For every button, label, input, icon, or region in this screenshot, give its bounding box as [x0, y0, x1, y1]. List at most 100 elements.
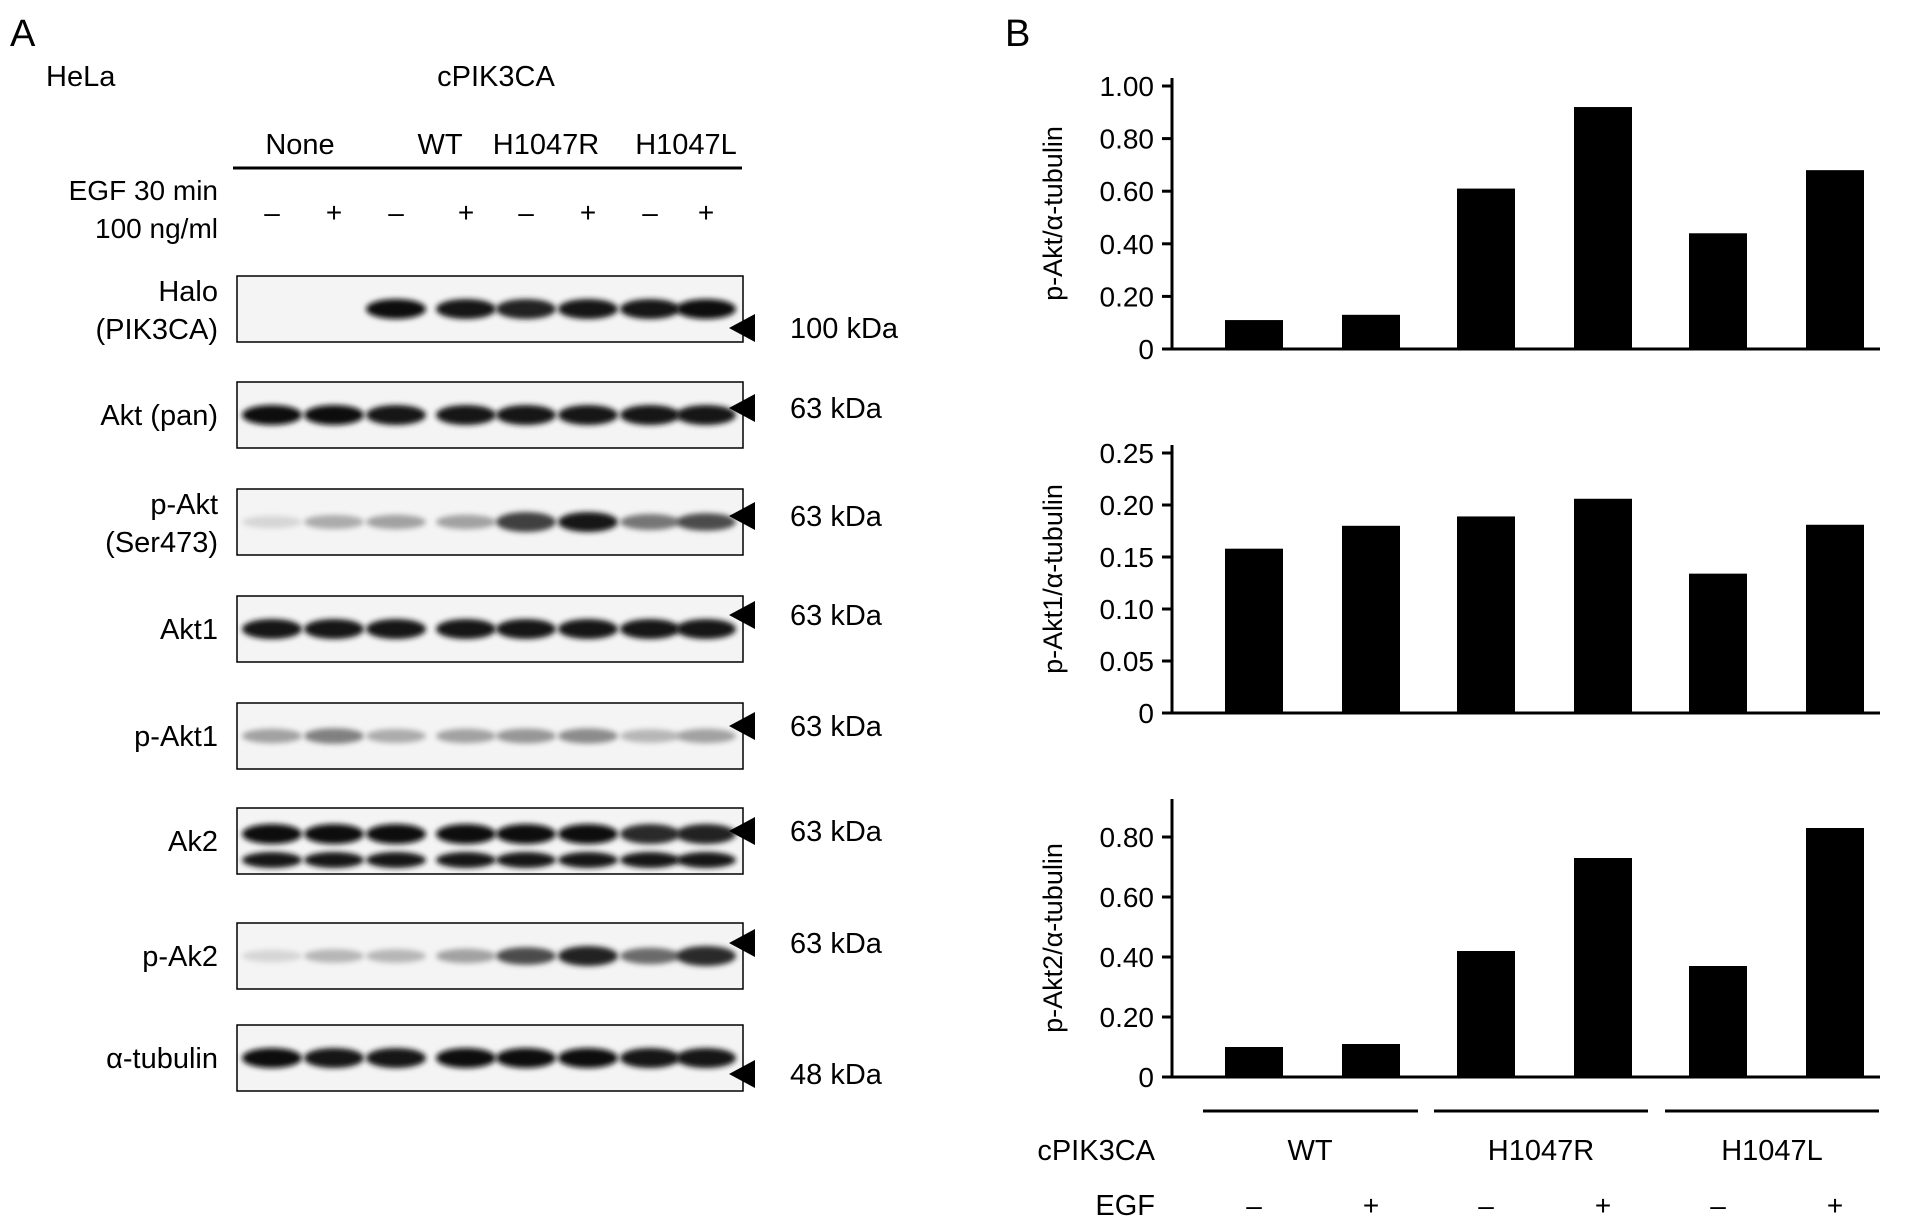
bar — [1342, 525, 1400, 713]
treatment-signs: – + – + – + – + — [264, 197, 714, 228]
blot-band — [558, 1048, 618, 1068]
blot-band — [620, 405, 680, 425]
panel-b-letter: B — [1005, 13, 1030, 55]
bar — [1574, 858, 1632, 1077]
egf-sign: – — [1246, 1190, 1262, 1221]
cell-line-label: HeLa — [46, 61, 116, 93]
bar — [1342, 314, 1400, 349]
blot-band — [304, 1048, 364, 1068]
y-axis-label: p-Akt2/α-tubulin — [1038, 843, 1068, 1033]
blot-label: (Ser473) — [105, 527, 218, 559]
bar-chart: 0 0.20 0.40 0.60 0.80 1.00 p-Akt/α-tubulin — [1038, 71, 1880, 365]
blot-band — [676, 1048, 736, 1068]
y-tick-label: 0.60 — [1100, 176, 1155, 207]
bar — [1457, 951, 1515, 1077]
blot-band — [676, 946, 736, 966]
blot-band — [676, 299, 736, 319]
blot-band — [620, 514, 680, 530]
bar — [1457, 516, 1515, 713]
blot-band — [436, 728, 496, 744]
y-tick-label: 0.20 — [1100, 490, 1155, 521]
blot-band-lower — [558, 852, 618, 868]
blot-band — [676, 824, 736, 844]
y-tick-label: 0.80 — [1100, 124, 1155, 155]
size-marker: 63 kDa — [790, 600, 883, 632]
bar — [1806, 828, 1864, 1077]
blot-band-lower — [366, 852, 426, 868]
blot-band — [242, 1048, 302, 1068]
blot-band — [620, 947, 680, 965]
treatment-sign: – — [388, 197, 404, 228]
blot-band — [620, 299, 680, 319]
size-marker: 100 kDa — [790, 313, 899, 345]
blot-label: p-Akt — [150, 489, 218, 521]
y-axis-label: p-Akt1/α-tubulin — [1038, 484, 1068, 674]
y-tick-label: 1.00 — [1100, 71, 1155, 102]
blot-band-lower — [620, 852, 680, 868]
treatment-label-line2: 100 ng/ml — [95, 213, 218, 244]
bar — [1457, 188, 1515, 349]
marker-arrow-icon — [729, 314, 755, 342]
y-tick-label: 0.80 — [1100, 822, 1155, 853]
marker-arrow-icon — [729, 817, 755, 845]
bar — [1342, 1044, 1400, 1077]
treatment-sign: + — [580, 197, 596, 228]
blot-band — [436, 405, 496, 425]
blot-band — [304, 619, 364, 639]
blot-row: p-Ak2 63 kDa — [142, 922, 883, 990]
egf-row-label: EGF — [1095, 1190, 1155, 1222]
blot-label: Ak2 — [168, 826, 218, 858]
blot-band — [242, 619, 302, 639]
y-tick-label: 0 — [1138, 698, 1154, 729]
blot-band — [620, 729, 680, 743]
bar — [1225, 548, 1283, 713]
size-marker: 63 kDa — [790, 711, 883, 743]
group-label-wt-b: WT — [1287, 1135, 1332, 1167]
size-marker: 63 kDa — [790, 816, 883, 848]
blot-label: Akt1 — [160, 614, 218, 646]
blot-band — [366, 299, 426, 319]
blot-row: p-Akt1 63 kDa — [134, 702, 883, 770]
egf-sign: + — [1363, 1190, 1379, 1221]
bar — [1689, 233, 1747, 349]
blot-band — [366, 405, 426, 425]
construct-row-label: cPIK3CA — [1037, 1135, 1155, 1167]
blot-band — [558, 619, 618, 639]
y-tick-label: 0.20 — [1100, 281, 1155, 312]
egf-sign: + — [1827, 1190, 1843, 1221]
y-tick-label: 0 — [1138, 1062, 1154, 1093]
blot-band — [366, 514, 426, 530]
blot-label: p-Ak2 — [142, 941, 218, 973]
bar — [1689, 573, 1747, 713]
construct-header: cPIK3CA — [437, 61, 555, 93]
panel-b: B 00.200.400.600.801.00p-Akt/α-tubulin00… — [1005, 13, 1880, 1222]
blot-band — [496, 947, 556, 965]
panel-a-letter: A — [10, 13, 36, 55]
blot-band — [242, 515, 302, 529]
y-tick-label: 0.10 — [1100, 594, 1155, 625]
marker-arrow-icon — [729, 394, 755, 422]
blot-band — [366, 824, 426, 844]
blot-band — [496, 512, 556, 532]
treatment-sign: + — [458, 197, 474, 228]
blot-row: Akt (pan) 63 kDa — [100, 381, 883, 449]
blot-band — [496, 728, 556, 744]
marker-arrow-icon — [729, 929, 755, 957]
group-labels: None WT H1047R H1047L — [265, 129, 736, 161]
blot-band — [304, 949, 364, 963]
blot-band — [496, 1048, 556, 1068]
y-tick-label: 0.15 — [1100, 542, 1155, 573]
y-tick-label: 0.60 — [1100, 882, 1155, 913]
blot-band — [496, 824, 556, 844]
treatment-sign: – — [642, 197, 658, 228]
treatment-sign: + — [326, 197, 342, 228]
treatment-sign: + — [698, 197, 714, 228]
size-marker: 63 kDa — [790, 501, 883, 533]
blot-band — [558, 512, 618, 532]
blot-band — [242, 728, 302, 744]
egf-sign: – — [1710, 1190, 1726, 1221]
blot-band — [436, 824, 496, 844]
blot-band — [558, 728, 618, 744]
bar-charts: 0 0.20 0.40 0.60 0.80 1.00 p-Akt/α-tubulin 0 0.0… — [1038, 71, 1880, 1093]
group-label-h1047r-b: H1047R — [1488, 1135, 1594, 1167]
